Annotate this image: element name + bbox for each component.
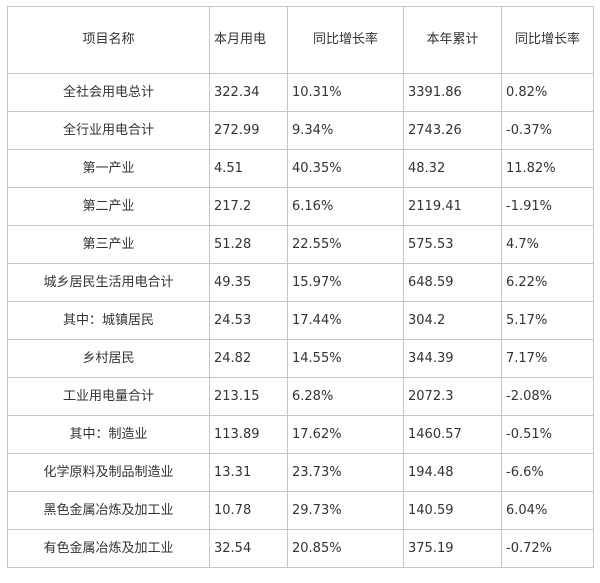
cell-month-usage: 51.28 [209,225,288,264]
cell-ytd-growth: -0.37% [501,111,594,150]
cell-item-name: 其中：制造业 [7,415,210,454]
cell-item-name: 化学原料及制品制造业 [7,453,210,492]
cell-ytd-usage: 2072.3 [403,377,502,416]
cell-ytd-growth: 5.17% [501,301,594,340]
table-row: 有色金属冶炼及加工业 32.54 20.85% 375.19 -0.72% [7,529,594,568]
cell-ytd-growth: -2.08% [501,377,594,416]
header-item-name: 项目名称 [7,6,210,74]
cell-month-usage: 113.89 [209,415,288,454]
table-row: 第二产业 217.2 6.16% 2119.41 -1.91% [7,187,594,226]
cell-month-growth: 29.73% [287,491,404,530]
table-header: 项目名称 本月用电 同比增长率 本年累计 同比增长率 [7,6,594,74]
cell-ytd-usage: 648.59 [403,263,502,302]
cell-ytd-usage: 575.53 [403,225,502,264]
cell-month-usage: 272.99 [209,111,288,150]
cell-ytd-growth: 6.04% [501,491,594,530]
table-body: 全社会用电总计 322.34 10.31% 3391.86 0.82% 全行业用电合计 27… [7,73,594,568]
table-row: 全社会用电总计 322.34 10.31% 3391.86 0.82% [7,73,594,112]
table-row: 全行业用电合计 272.99 9.34% 2743.26 -0.37% [7,111,594,150]
table-row: 工业用电量合计 213.15 6.28% 2072.3 -2.08% [7,377,594,416]
header-ytd-usage: 本年累计 [403,6,502,74]
cell-item-name: 第三产业 [7,225,210,264]
table-row: 其中：制造业 113.89 17.62% 1460.57 -0.51% [7,415,594,454]
cell-item-name: 黑色金属冶炼及加工业 [7,491,210,530]
cell-month-growth: 15.97% [287,263,404,302]
table-row: 化学原料及制品制造业 13.31 23.73% 194.48 -6.6% [7,453,594,492]
cell-month-growth: 14.55% [287,339,404,378]
cell-item-name: 城乡居民生活用电合计 [7,263,210,302]
cell-month-usage: 24.82 [209,339,288,378]
cell-month-growth: 22.55% [287,225,404,264]
cell-month-growth: 40.35% [287,149,404,188]
cell-month-usage: 10.78 [209,491,288,530]
cell-item-name: 全社会用电总计 [7,73,210,112]
cell-ytd-usage: 140.59 [403,491,502,530]
cell-item-name: 第二产业 [7,187,210,226]
header-ytd-growth: 同比增长率 [501,6,594,74]
cell-ytd-growth: -6.6% [501,453,594,492]
cell-month-growth: 17.62% [287,415,404,454]
cell-ytd-growth: 4.7% [501,225,594,264]
cell-item-name: 乡村居民 [7,339,210,378]
cell-month-usage: 217.2 [209,187,288,226]
cell-item-name: 第一产业 [7,149,210,188]
cell-ytd-growth: 7.17% [501,339,594,378]
cell-ytd-growth: -0.51% [501,415,594,454]
cell-ytd-growth: 11.82% [501,149,594,188]
cell-item-name: 工业用电量合计 [7,377,210,416]
cell-ytd-growth: -1.91% [501,187,594,226]
cell-ytd-growth: -0.72% [501,529,594,568]
cell-month-growth: 6.16% [287,187,404,226]
cell-ytd-usage: 2743.26 [403,111,502,150]
table-row: 第三产业 51.28 22.55% 575.53 4.7% [7,225,594,264]
cell-ytd-growth: 6.22% [501,263,594,302]
header-row: 项目名称 本月用电 同比增长率 本年累计 同比增长率 [7,6,594,74]
cell-month-usage: 4.51 [209,149,288,188]
cell-ytd-usage: 1460.57 [403,415,502,454]
cell-month-usage: 24.53 [209,301,288,340]
cell-month-usage: 213.15 [209,377,288,416]
cell-ytd-usage: 344.39 [403,339,502,378]
electricity-table: 项目名称 本月用电 同比增长率 本年累计 同比增长率 全社会用电总计 322.34… [7,6,594,568]
table-row: 其中：城镇居民 24.53 17.44% 304.2 5.17% [7,301,594,340]
cell-ytd-usage: 3391.86 [403,73,502,112]
cell-ytd-usage: 304.2 [403,301,502,340]
cell-ytd-usage: 194.48 [403,453,502,492]
cell-item-name: 其中：城镇居民 [7,301,210,340]
cell-month-usage: 32.54 [209,529,288,568]
cell-month-growth: 10.31% [287,73,404,112]
cell-ytd-growth: 0.82% [501,73,594,112]
cell-month-growth: 20.85% [287,529,404,568]
cell-month-usage: 13.31 [209,453,288,492]
table-row: 乡村居民 24.82 14.55% 344.39 7.17% [7,339,594,378]
cell-month-growth: 9.34% [287,111,404,150]
cell-ytd-usage: 375.19 [403,529,502,568]
header-month-usage: 本月用电 [209,6,288,74]
cell-item-name: 有色金属冶炼及加工业 [7,529,210,568]
cell-month-growth: 23.73% [287,453,404,492]
table-row: 城乡居民生活用电合计 49.35 15.97% 648.59 6.22% [7,263,594,302]
header-month-growth: 同比增长率 [287,6,404,74]
cell-ytd-usage: 2119.41 [403,187,502,226]
cell-month-usage: 49.35 [209,263,288,302]
cell-month-growth: 17.44% [287,301,404,340]
cell-item-name: 全行业用电合计 [7,111,210,150]
cell-month-growth: 6.28% [287,377,404,416]
cell-month-usage: 322.34 [209,73,288,112]
table-row: 第一产业 4.51 40.35% 48.32 11.82% [7,149,594,188]
cell-ytd-usage: 48.32 [403,149,502,188]
table-row: 黑色金属冶炼及加工业 10.78 29.73% 140.59 6.04% [7,491,594,530]
